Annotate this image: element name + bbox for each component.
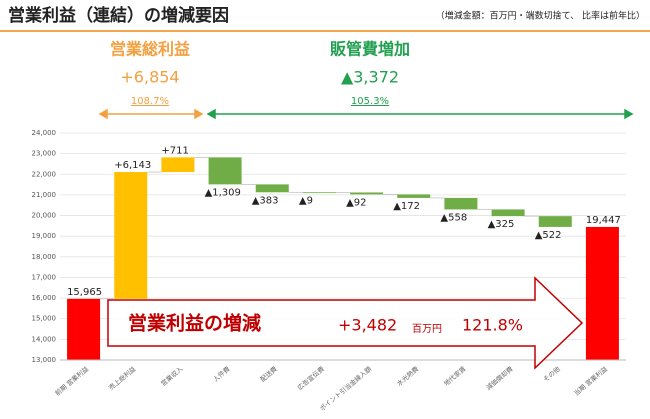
banner-unit: 百万円 <box>412 323 442 335</box>
value-label: ▲383 <box>252 195 279 206</box>
x-tick-label: 地代家賃 <box>442 364 468 388</box>
value-label: ▲1,309 <box>205 187 241 198</box>
x-tick-label: その他 <box>541 364 562 384</box>
bar <box>350 192 384 195</box>
y-tick-label: 19,000 <box>32 232 57 240</box>
y-tick-label: 17,000 <box>32 273 57 281</box>
x-tick-label: 前期 営業利益 <box>53 364 91 398</box>
banner-label: 営業利益の増減 <box>128 312 261 335</box>
y-tick-label: 18,000 <box>32 253 57 261</box>
value-label: ▲325 <box>488 219 515 230</box>
y-tick-label: 22,000 <box>32 170 57 178</box>
sga-ratio: 105.3% <box>351 96 389 107</box>
bar <box>491 209 525 217</box>
x-tick-label: 人件費 <box>211 364 232 384</box>
bar <box>114 172 148 299</box>
x-tick-label: ポイント引当金繰入額 <box>318 364 374 413</box>
value-label: +711 <box>161 145 188 156</box>
gross-ratio: 108.7% <box>131 96 169 107</box>
bar <box>255 184 289 193</box>
bar <box>538 216 572 227</box>
value-label: ▲172 <box>393 201 420 212</box>
bar <box>302 192 336 194</box>
bar <box>67 298 101 360</box>
y-tick-label: 23,000 <box>32 150 57 158</box>
banner-ratio: 121.8% <box>462 316 523 335</box>
x-tick-label: 売上総利益 <box>107 364 138 392</box>
bar <box>397 194 431 198</box>
value-label: +6,143 <box>114 160 151 171</box>
x-tick-label: 営業収入 <box>159 364 185 388</box>
bar <box>161 157 195 173</box>
note: （増減金額：百万円・端数切捨て、 比率は前年比） <box>436 10 645 22</box>
x-tick-label: 当期 営業利益 <box>572 364 610 398</box>
value-label: ▲558 <box>440 212 467 223</box>
y-tick-label: 15,000 <box>32 315 57 323</box>
sga-range <box>206 108 634 120</box>
bar <box>444 197 478 210</box>
value-label: 19,447 <box>586 215 621 226</box>
x-tick-label: 配送費 <box>258 364 279 384</box>
sga-label: 販管費増加 <box>330 40 410 59</box>
y-tick-label: 20,000 <box>32 212 57 220</box>
gross-label: 営業総利益 <box>110 40 190 59</box>
y-tick-label: 14,000 <box>32 335 57 343</box>
gross-value: +6,854 <box>120 68 179 87</box>
bar <box>585 226 619 360</box>
y-tick-label: 13,000 <box>32 356 57 364</box>
x-tick-label: 水光熱費 <box>395 364 421 388</box>
gross-range <box>98 108 204 120</box>
sga-value: ▲3,372 <box>341 68 399 87</box>
value-label: 15,965 <box>67 287 102 298</box>
y-tick-label: 24,000 <box>32 129 57 137</box>
y-tick-label: 21,000 <box>32 191 57 199</box>
y-tick-label: 16,000 <box>32 294 57 302</box>
x-tick-label: 減価償却費 <box>484 364 515 392</box>
value-label: ▲522 <box>535 230 562 241</box>
x-tick-label: 広告宣伝費 <box>295 364 326 392</box>
banner-value: +3,482 <box>338 316 397 335</box>
banner-arrow <box>107 276 584 370</box>
value-label: ▲92 <box>346 197 366 208</box>
slide-title: 営業利益（連結）の増減要因 <box>8 5 229 26</box>
bar <box>208 157 242 185</box>
banner: 営業利益の増減 +3,482 百万円 121.8% <box>107 276 584 370</box>
value-label: ▲9 <box>299 195 313 206</box>
